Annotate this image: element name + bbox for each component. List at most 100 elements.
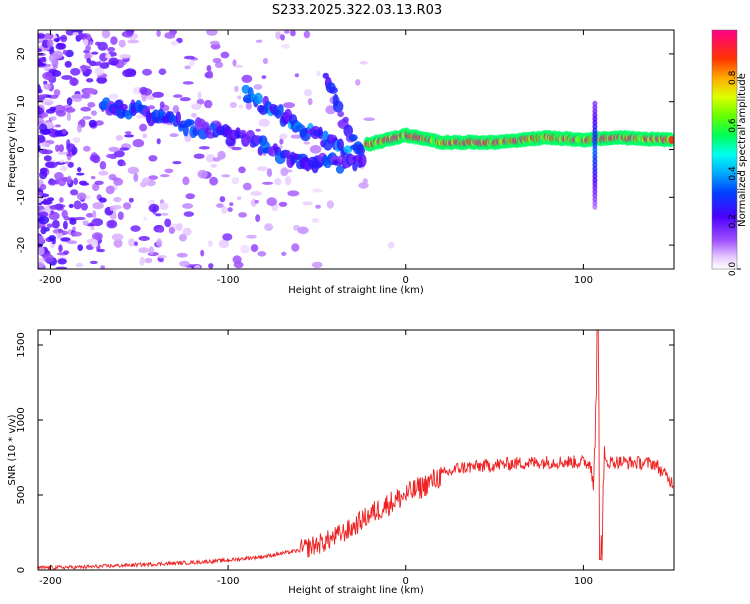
spectrogram-noise-blob [121,161,126,166]
spectrogram-noise-blob [108,220,115,227]
spectrogram-noise-blob [159,174,170,178]
spectrogram-noise-blob [303,141,311,145]
spectrogram-noise-blob [81,92,91,99]
spectrogram-noise-blob [266,197,278,207]
spectrogram-noise-blob [64,161,70,165]
spectrogram-noise-blob [72,32,79,36]
spectrogram-noise-blob [99,62,110,69]
spectrogram-ridge-blob [175,111,181,124]
spectrogram-noise-blob [156,238,163,247]
spectrogram-noise-blob [197,91,202,100]
spectrogram-noise-blob [124,134,134,138]
spectrogram-noise-blob [262,181,274,185]
spectrogram-ylabel: Frequency (Hz) [7,112,18,188]
spectrogram-noise-blob [221,205,228,214]
spectrogram-noise-blob [113,196,122,203]
spectrogram-noise-blob [139,86,148,95]
spectrogram-noise-blob [64,60,72,68]
spectrogram-noise-blob [54,124,62,128]
spectrogram-noise-blob [53,38,61,42]
spectrogram-noise-blob [234,64,244,68]
spectrogram-noise-blob [258,118,270,127]
spectrogram-noise-blob [303,89,313,97]
spectrogram-noise-blob [38,134,46,143]
spectrogram-noise-blob [38,94,47,98]
spectrogram-noise-blob [38,88,43,94]
spectrogram-noise-blob [209,40,220,46]
spectrogram-noise-blob [355,79,361,86]
spectrogram-noise-blob [185,193,195,200]
spectrogram-noise-blob [191,112,197,118]
spectrogram-noise-blob [264,223,274,232]
spectrogram-ridge-blob [356,144,366,156]
spectrogram-noise-blob [117,211,124,220]
spectrogram-noise-blob [157,227,165,233]
colorbar-label: Normalized spectral amplitude [737,73,748,227]
spectrogram-noise-blob [47,179,57,186]
spectrogram-noise-blob [207,240,213,247]
spectrogram-noise-blob [164,218,172,228]
spectrogram-noise-blob [315,204,321,209]
spectrogram-noise-blob [142,68,152,76]
spectrogram-noise-blob [238,104,244,109]
spectrogram-noise-blob [66,240,78,244]
spectrogram-noise-blob [238,212,248,218]
spectrogram-noise-blob [38,235,45,244]
spectrogram-noise-blob [94,120,104,126]
spectrogram-noise-blob [80,64,87,73]
spectrogram-noise-blob [83,39,89,46]
spectrogram-noise-blob [164,32,176,39]
spectrogram-noise-blob [363,117,376,121]
spectrogram-ridge-blob [342,116,349,123]
spectrogram-noise-blob [43,83,52,90]
spectrogram-noise-blob [42,253,54,263]
snr-xtick-label: -200 [39,576,62,587]
spectrogram-noise-blob [148,155,158,162]
spectrogram-noise-blob [55,110,67,117]
spectrogram-noise-blob [197,169,208,179]
spectrogram-noise-blob [130,225,141,232]
spectrogram-noise-blob [82,116,92,120]
spectrogram-noise-blob [205,154,216,163]
spectrogram-noise-blob [182,227,192,236]
spectrogram-noise-blob [274,177,282,186]
spectrogram-noise-blob [87,102,96,108]
spectrogram-noise-blob [362,178,368,185]
spectrogram-noise-blob [208,71,214,79]
spectrogram-noise-blob [164,168,174,174]
colorbar-tick-label: 0.0 [728,262,738,277]
spectrogram-ridge-blob [348,134,358,142]
spectrogram-noise-blob [156,138,161,145]
spectrogram-noise-blob [307,98,313,106]
spectrogram-noise-blob [122,69,134,78]
spectrogram-noise-blob [257,166,268,172]
spectrogram-noise-blob [119,54,130,58]
spectrogram-noise-blob [76,192,87,201]
spectrogram-noise-blob [266,168,273,178]
spectrogram-noise-blob [245,102,252,110]
spectrogram-noise-blob [182,81,194,85]
spectrogram-noise-blob [326,200,334,209]
spectrogram-noise-blob [193,153,205,159]
spectrogram-ytick-label: 0 [16,146,27,152]
spectrogram-noise-blob [261,75,267,80]
spectrogram-noise-blob [69,219,77,225]
snr-ylabel: SNR (10 * v/v) [7,414,18,485]
spectrogram-noise-blob [215,61,224,68]
spectrogram-noise-blob [113,239,123,248]
spectrogram-noise-blob [128,238,136,247]
spectrogram-noise-blob [312,188,323,193]
snr-ytick-label: 0 [16,567,27,573]
spectrogram-noise-blob [242,182,252,191]
spectrogram-noise-blob [115,135,124,141]
spectrogram-noise-blob [55,266,68,269]
spectrogram-noise-blob [38,211,49,217]
spectrogram-noise-blob [48,69,58,73]
spectrogram-noise-blob [85,45,92,52]
spectrogram-noise-blob [96,248,105,253]
spectrogram-noise-blob [144,257,153,264]
spectrogram-ytick-label: 10 [16,95,27,108]
